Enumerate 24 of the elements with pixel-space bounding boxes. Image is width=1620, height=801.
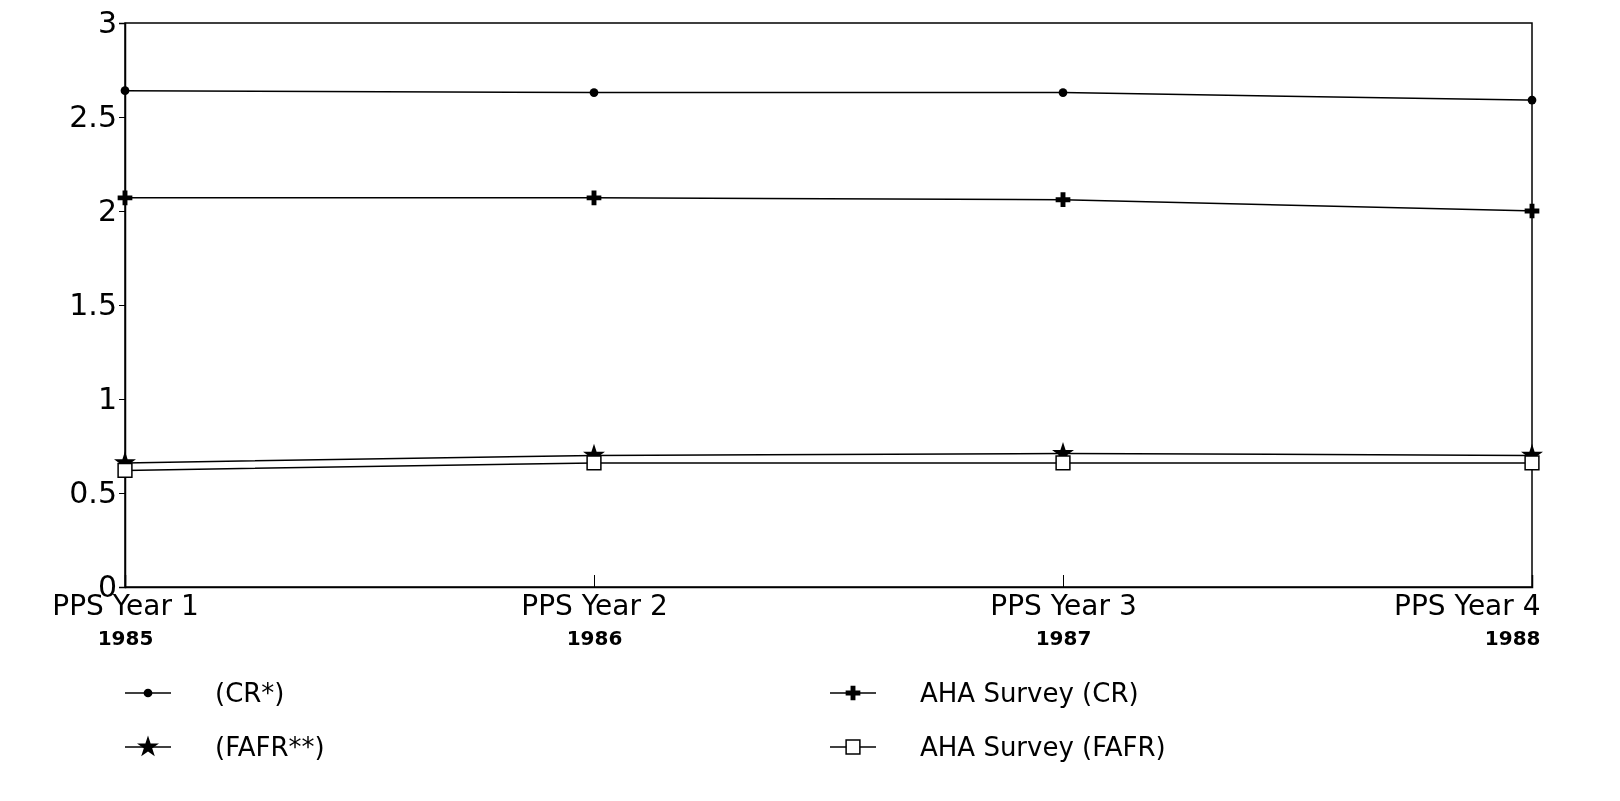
x-tick-label: PPS Year 3 1987 [990,589,1137,650]
legend-label: AHA Survey (FAFR) [920,732,1166,762]
point [1055,455,1071,471]
legend-label: (CR*) [215,678,285,708]
x-tick-label: PPS Year 4 1988 [1394,589,1541,650]
point [117,190,133,206]
point [1058,88,1068,97]
x-tick-label: PPS Year 2 1986 [521,589,668,650]
point [120,86,130,96]
y-tick-label: 3 [97,5,117,41]
point [117,462,133,479]
legend-label: AHA Survey (CR) [920,678,1139,708]
y-tick-label: 1.5 [69,287,117,323]
point [1055,192,1071,208]
point [586,190,602,206]
y-tick-label: 2.5 [69,99,117,135]
legend-label: (FAFR**) [215,732,325,762]
point [589,88,599,97]
y-tick-label: 1 [97,381,117,417]
point [586,455,602,471]
y-tick-label: 0.5 [69,475,117,511]
point [1524,455,1540,471]
y-tick-label: 2 [97,193,117,229]
point [1527,95,1537,105]
